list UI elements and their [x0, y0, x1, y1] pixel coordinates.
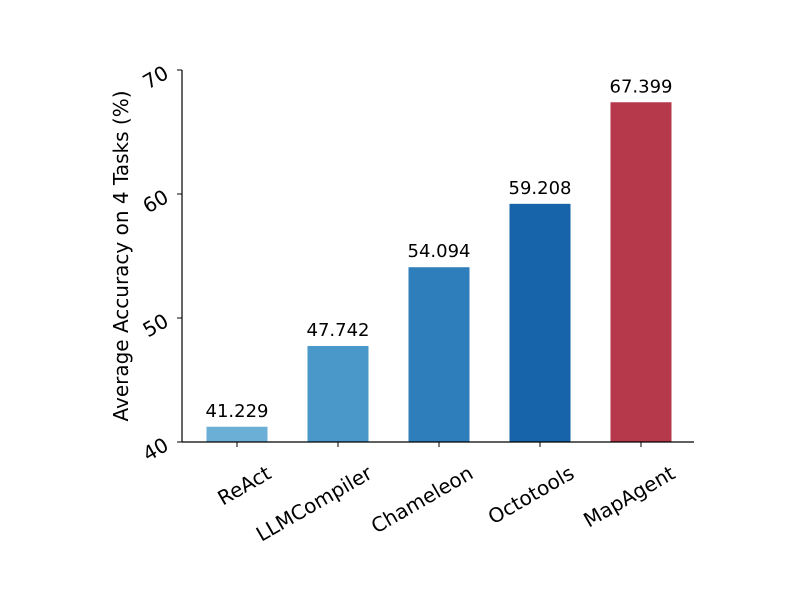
value-label-llmcompiler: 47.742	[307, 320, 370, 341]
y-tick-label-70: 70	[138, 61, 172, 95]
bar-chameleon	[408, 267, 470, 442]
y-tick-label-50: 50	[138, 309, 172, 343]
y-tick-label-60: 60	[138, 185, 172, 219]
value-labels-layer: 41.229 47.742 54.094 59.208 67.399	[206, 76, 673, 422]
bar-octotools	[509, 203, 571, 442]
value-label-react: 41.229	[206, 401, 269, 422]
value-label-chameleon: 54.094	[408, 241, 471, 262]
y-axis-title: Average Accuracy on 4 Tasks (%)	[109, 90, 133, 421]
value-label-mapagent: 67.399	[610, 76, 673, 97]
bar-mapagent	[610, 102, 672, 442]
y-tick-label-40: 40	[138, 433, 172, 467]
x-tick-label-chameleon: Chameleon	[367, 461, 477, 539]
value-label-octotools: 59.208	[509, 178, 572, 199]
x-tick-label-react: ReAct	[213, 461, 275, 511]
x-tick-label-mapagent: MapAgent	[579, 461, 679, 533]
bars-layer	[206, 102, 672, 442]
bar-react	[206, 426, 268, 442]
bar-llmcompiler	[307, 345, 369, 442]
x-tick-label-octotools: Octotools	[484, 461, 578, 529]
x-tick-label-llmcompiler: LLMCompiler	[252, 460, 377, 546]
